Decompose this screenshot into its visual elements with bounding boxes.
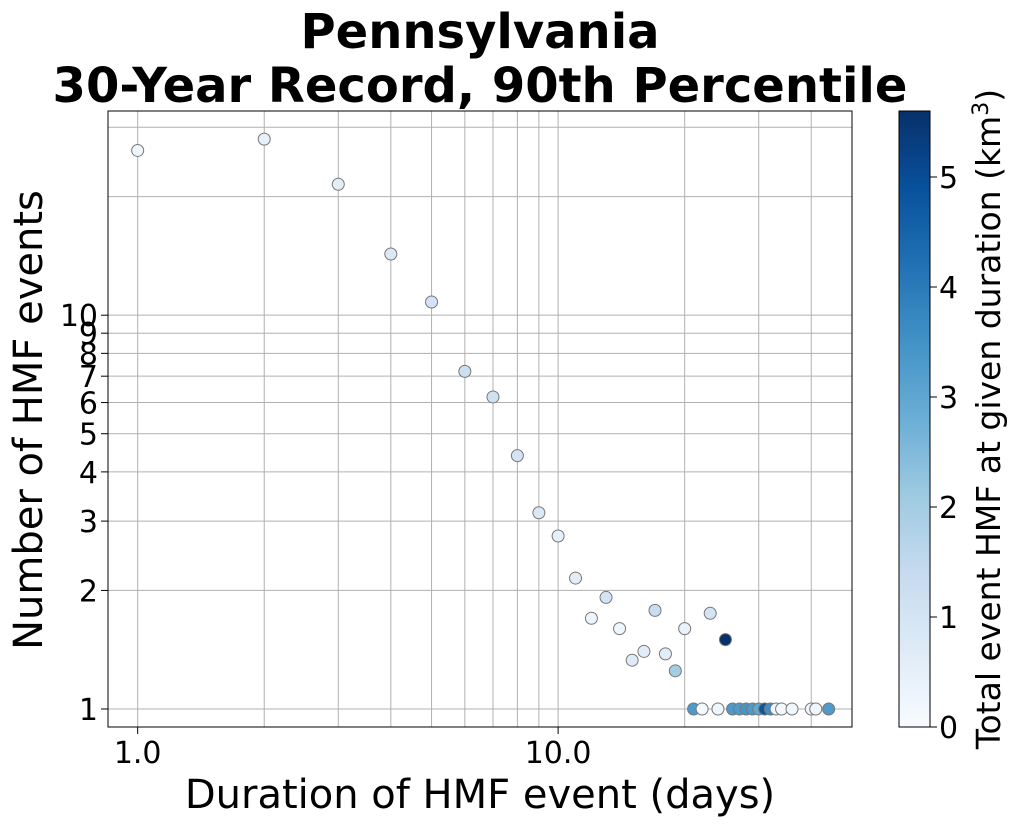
data-point — [532, 506, 546, 520]
data-point — [257, 132, 271, 146]
data-point — [695, 702, 709, 716]
data-point — [668, 664, 682, 678]
data-point — [584, 611, 598, 625]
colorbar — [898, 110, 931, 728]
colorbar-label: Total event HMF at given duration (km3) — [969, 89, 1008, 750]
data-point — [625, 653, 639, 667]
x-tick-label: 1.0 — [114, 736, 162, 771]
x-tick-label: 10.0 — [525, 736, 592, 771]
grid-lines — [108, 111, 852, 727]
data-point — [658, 647, 672, 661]
data-point — [648, 603, 662, 617]
colorbar-tick-label: 3 — [939, 381, 958, 416]
y-tick-label: 1 — [79, 693, 98, 728]
data-point — [613, 622, 627, 636]
colorbar-ticks: 0 1 2 3 4 5 — [930, 161, 958, 746]
colorbar-tick-label: 5 — [939, 161, 958, 196]
x-axis-ticks: 1.0 10.0 — [114, 727, 592, 771]
data-point — [711, 702, 725, 716]
data-point — [703, 606, 717, 620]
data-point — [822, 702, 836, 716]
y-axis-label: Number of HMF events — [6, 190, 52, 650]
data-point — [510, 449, 524, 463]
data-point — [678, 622, 692, 636]
data-point — [331, 177, 345, 191]
data-point — [718, 633, 732, 647]
data-point — [809, 702, 823, 716]
colorbar-tick-label: 4 — [939, 271, 958, 306]
data-point — [384, 247, 398, 261]
data-point — [599, 590, 613, 604]
plot-frame — [107, 110, 853, 728]
colorbar-tick-label: 1 — [939, 601, 958, 636]
y-tick-label: 3 — [79, 505, 98, 540]
data-point — [569, 571, 583, 585]
data-point — [458, 364, 472, 378]
chart-title-line2: 30-Year Record, 90th Percentile — [53, 58, 908, 114]
colorbar-tick-label: 0 — [939, 711, 958, 746]
colorbar-tick-label: 2 — [939, 491, 958, 526]
x-axis-label: Duration of HMF event (days) — [185, 772, 775, 818]
data-point — [425, 295, 439, 309]
y-tick-label: 4 — [79, 456, 98, 491]
chart-title-line1: Pennsylvania — [300, 4, 659, 60]
y-tick-label: 5 — [79, 418, 98, 453]
y-tick-label: 6 — [79, 387, 98, 422]
data-point — [551, 529, 565, 543]
data-point — [637, 644, 651, 658]
data-point — [486, 390, 500, 404]
y-tick-label: 10 — [60, 299, 98, 334]
y-tick-label: 9 — [79, 317, 98, 352]
y-tick-label: 7 — [79, 360, 98, 395]
data-point — [131, 143, 145, 157]
y-tick-label: 2 — [79, 574, 98, 609]
data-point — [785, 702, 799, 716]
y-tick-label: 8 — [79, 337, 98, 372]
scatter-points — [131, 132, 836, 716]
